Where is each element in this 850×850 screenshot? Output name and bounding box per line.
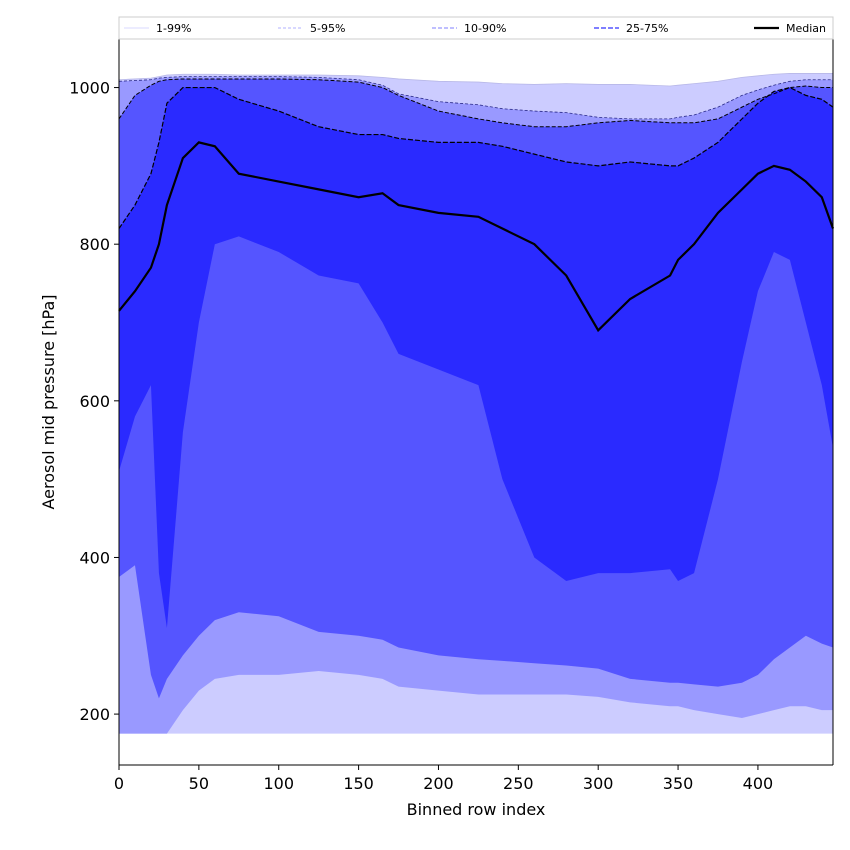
y-axis-title: Aerosol mid pressure [hPa] (39, 294, 58, 509)
x-tick-label: 350 (663, 774, 694, 793)
y-tick-label: 1000 (69, 79, 110, 98)
y-tick-label: 200 (79, 705, 110, 724)
legend: 1-99% 5-95% 10-90% 25-75% Median (118, 16, 834, 40)
y-tick-label: 400 (79, 548, 110, 567)
x-tick-label: 100 (263, 774, 294, 793)
legend-label: 25-75% (626, 22, 668, 35)
median-line (118, 141, 835, 333)
legend-box (118, 16, 834, 40)
line-5-95-upper (118, 76, 833, 120)
y-tick-label: 600 (79, 392, 110, 411)
x-tick-label: 0 (114, 774, 124, 793)
x-tick-label: 250 (503, 774, 534, 793)
line-25-75-upper (118, 86, 834, 229)
x-tick-label: 400 (743, 774, 774, 793)
line-1-99-upper (118, 73, 833, 87)
x-tick-label: 300 (583, 774, 614, 793)
y-tick-label: 800 (79, 235, 110, 254)
x-tick-label: 200 (423, 774, 454, 793)
legend-label: 5-95% (310, 22, 345, 35)
legend-label: Median (786, 22, 826, 35)
legend-label: 1-99% (156, 22, 191, 35)
x-axis-title: Binned row index (407, 800, 546, 819)
legend-label: 10-90% (464, 22, 506, 35)
x-tick-label: 50 (189, 774, 209, 793)
plot-area (118, 73, 835, 734)
band-25-75 (119, 87, 833, 628)
x-tick-label: 150 (343, 774, 374, 793)
